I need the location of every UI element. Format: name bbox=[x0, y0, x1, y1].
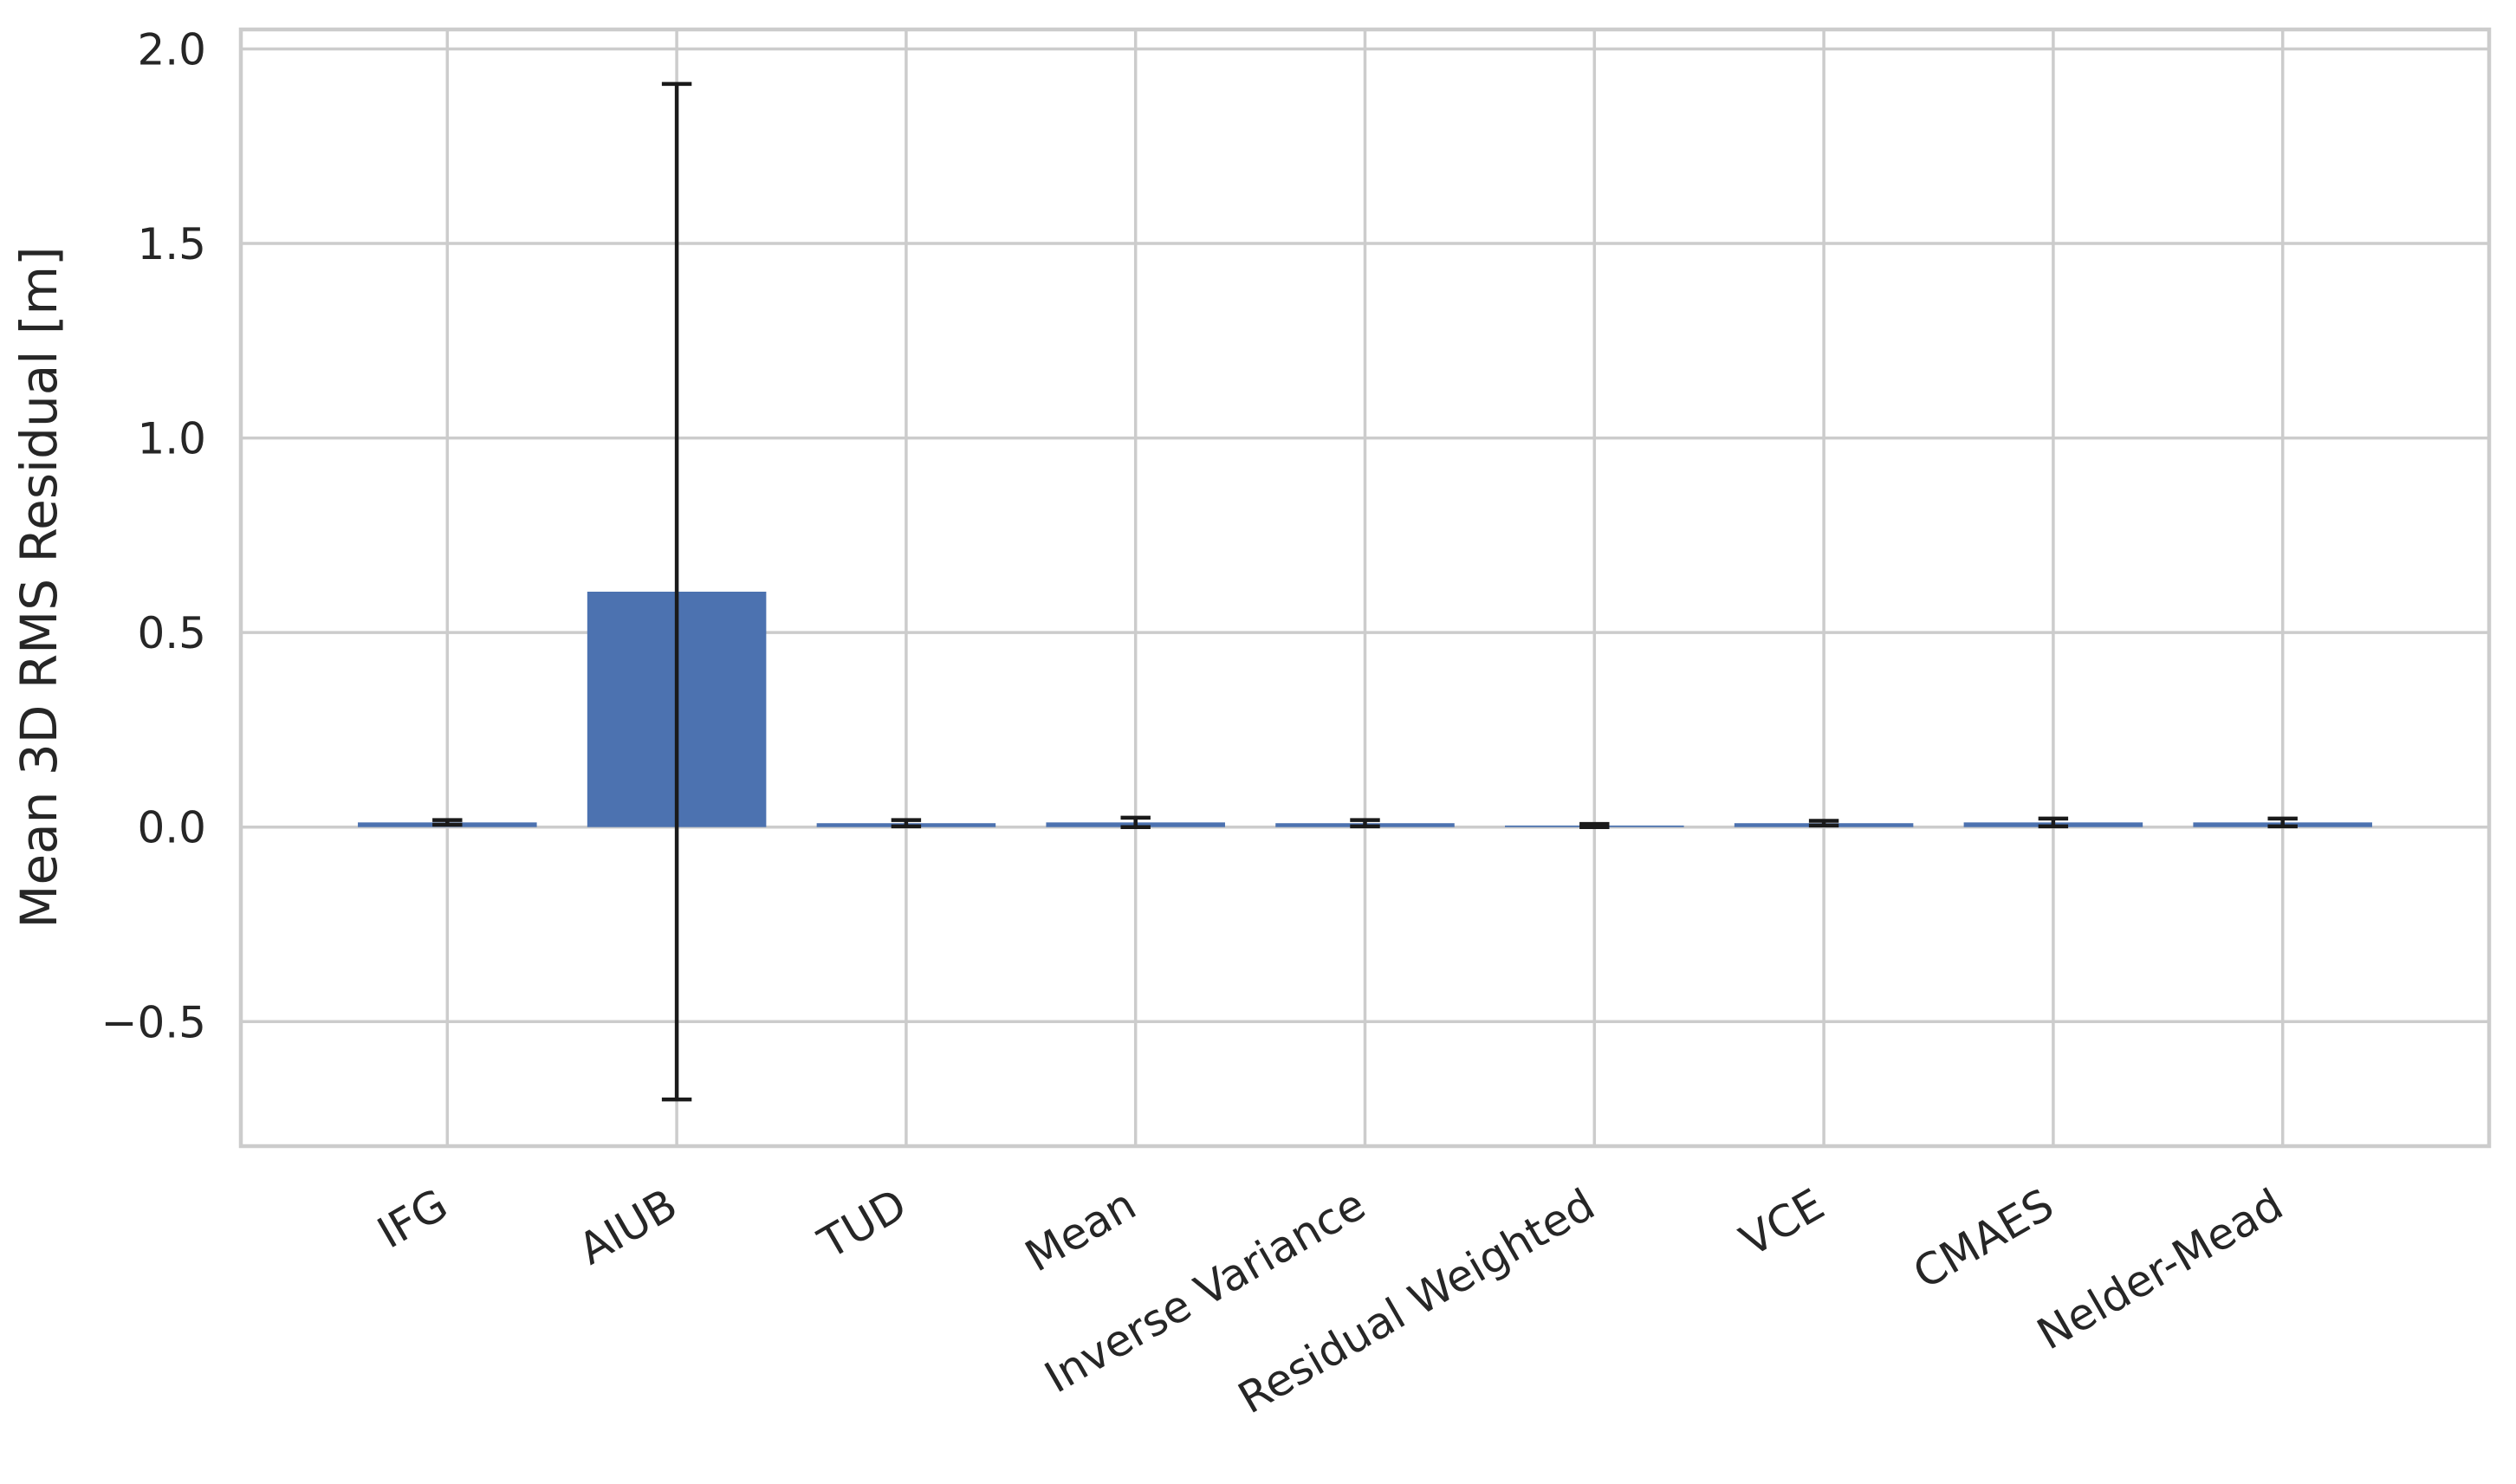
x-tick-label: Mean bbox=[1017, 1179, 1145, 1281]
x-tick-label: Nelder-Mead bbox=[2029, 1179, 2292, 1359]
plot-frame bbox=[238, 27, 2492, 1149]
x-tick-label: TUD bbox=[810, 1179, 915, 1269]
y-tick-label: 1.0 bbox=[137, 414, 206, 464]
y-tick-label: −0.5 bbox=[101, 997, 206, 1047]
x-tick-label: VCE bbox=[1732, 1179, 1832, 1267]
y-tick-label: 0.5 bbox=[137, 608, 206, 658]
y-tick-label: 1.5 bbox=[137, 219, 206, 269]
x-tick-label: IFG bbox=[369, 1179, 456, 1258]
y-tick-label: 2.0 bbox=[137, 24, 206, 75]
y-tick-labels: −0.5 0.0 0.5 1.0 1.5 2.0 bbox=[101, 24, 206, 1047]
x-tick-label: AIUB bbox=[570, 1179, 685, 1274]
y-axis-label: Mean 3D RMS Residual [m] bbox=[10, 246, 68, 928]
grid-layer bbox=[241, 29, 2489, 1146]
y-tick-label: 0.0 bbox=[137, 803, 206, 853]
x-tick-label: CMAES bbox=[1905, 1179, 2062, 1299]
errorbar-layer bbox=[432, 81, 2298, 1102]
